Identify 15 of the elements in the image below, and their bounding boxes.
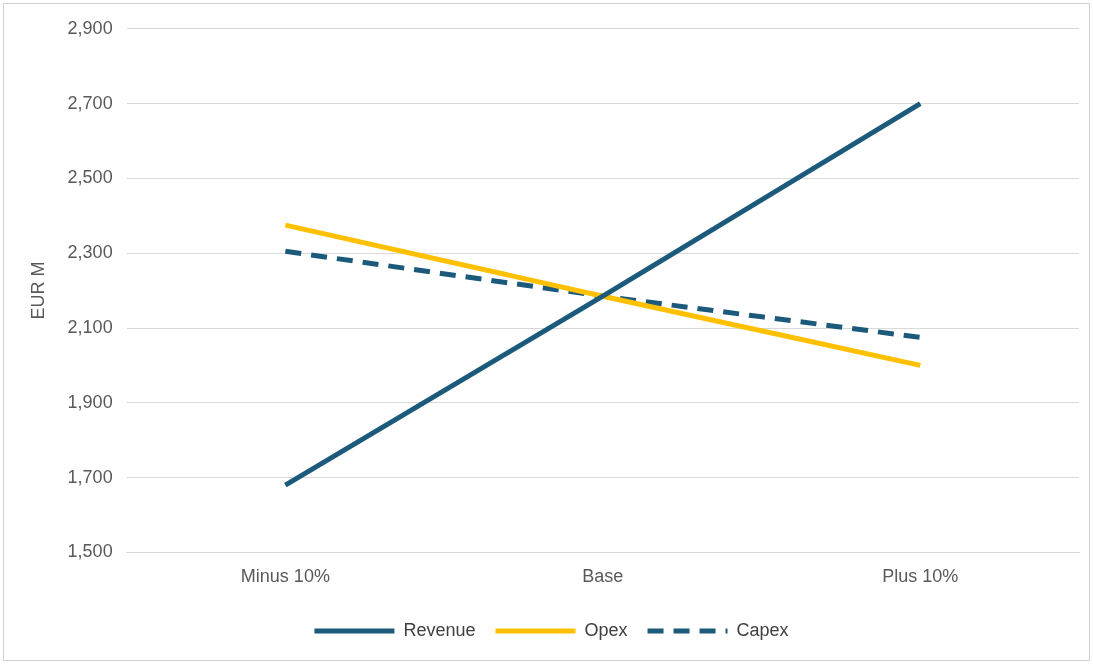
y-tick-label: 2,100 xyxy=(67,316,113,337)
y-tick-label: 1,500 xyxy=(67,541,113,562)
legend-label: Capex xyxy=(736,619,789,640)
y-tick-label: 1,700 xyxy=(67,466,113,487)
x-tick-label: Base xyxy=(582,566,624,587)
x-tick-label: Minus 10% xyxy=(240,566,330,587)
y-tick-label: 1,900 xyxy=(67,391,113,412)
y-tick-label: 2,900 xyxy=(67,17,113,38)
legend-label: Revenue xyxy=(403,619,476,640)
legend-label: Opex xyxy=(584,619,628,640)
y-axis-title: EUR M xyxy=(27,261,48,320)
y-tick-label: 2,700 xyxy=(67,92,113,113)
x-tick-label: Plus 10% xyxy=(882,566,959,587)
y-tick-label: 2,300 xyxy=(67,242,113,263)
y-tick-label: 2,500 xyxy=(67,167,113,188)
